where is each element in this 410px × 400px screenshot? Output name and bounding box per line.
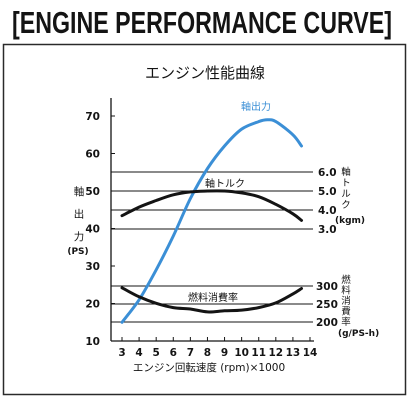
x-axis-tick-label: 3 bbox=[118, 347, 125, 359]
x-axis-tick-label: 9 bbox=[221, 347, 228, 359]
x-axis-label: エンジン回転速度 (rpm)×1000 bbox=[133, 361, 285, 374]
fuel-consumption-curve bbox=[120, 286, 303, 314]
fuel-axis-tick-label: 250 bbox=[316, 299, 338, 311]
x-axis-tick-label: 8 bbox=[204, 347, 211, 359]
torque-axis-unit: (kgm) bbox=[335, 216, 365, 226]
left-axis-tick-label: 40 bbox=[85, 224, 100, 236]
left-axis-tick-label: 50 bbox=[85, 186, 100, 198]
x-axis-tick-label: 7 bbox=[187, 347, 194, 359]
left-axis-tick-label: 70 bbox=[85, 111, 100, 123]
left-axis-label: 軸出力 bbox=[74, 185, 85, 243]
gridlines bbox=[111, 171, 313, 323]
torque-axis-tick-label: 5.0 bbox=[318, 186, 337, 198]
x-axis-tick-label: 11 bbox=[251, 347, 266, 359]
torque-axis-tick-label: 6.0 bbox=[318, 167, 337, 179]
torque-axis-tick-label: 3.0 bbox=[318, 224, 337, 236]
x-axis-tick-label: 6 bbox=[170, 347, 177, 359]
fuel-axis-tick-label: 300 bbox=[316, 281, 338, 293]
x-axis-tick-label: 14 bbox=[303, 347, 318, 359]
x-axis-tick-label: 13 bbox=[286, 347, 301, 359]
x-axis-tick-label: 10 bbox=[234, 347, 249, 359]
x-axis-tick-label: 5 bbox=[153, 347, 160, 359]
x-axis-tick-label: 12 bbox=[269, 347, 284, 359]
torque-axis-label: 軸トルク bbox=[341, 166, 351, 211]
fuel-axis-tick-label: 200 bbox=[316, 317, 338, 329]
left-axis-unit: (PS) bbox=[67, 247, 88, 257]
chart-frame bbox=[2, 43, 407, 396]
fuel-axis-label: 燃料消費率 bbox=[341, 274, 351, 328]
torque-curve bbox=[120, 189, 303, 222]
chart-title: エンジン性能曲線 bbox=[145, 64, 265, 82]
x-axis-tick-label: 4 bbox=[135, 347, 142, 359]
series-label-power: 軸出力 bbox=[241, 100, 271, 113]
series-curves bbox=[120, 118, 303, 324]
figure-heading: [ENGINE PERFORMANCE CURVE] bbox=[12, 5, 392, 40]
torque-axis-tick-label: 4.0 bbox=[318, 205, 337, 217]
left-axis-tick-label: 60 bbox=[85, 149, 100, 161]
series-label-torque: 軸トルク bbox=[205, 177, 245, 190]
series-label-fuel: 燃料消費率 bbox=[188, 291, 238, 304]
left-axis-tick-label: 10 bbox=[85, 336, 100, 348]
power-curve bbox=[120, 118, 303, 324]
fuel-axis-unit: (g/PS-h) bbox=[338, 329, 379, 339]
left-axis-tick-label: 20 bbox=[85, 299, 100, 311]
left-axis-tick-label: 30 bbox=[85, 261, 100, 273]
